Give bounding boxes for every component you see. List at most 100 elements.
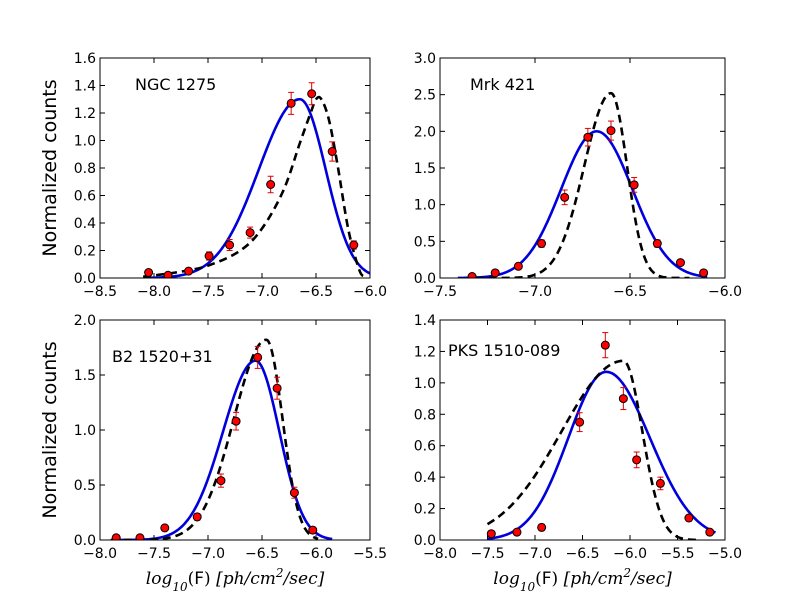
y-tick-label: 1.2: [414, 344, 436, 360]
solid-fit-curve: [487, 370, 717, 540]
data-point: [512, 527, 522, 537]
y-tick-label: 1.0: [74, 134, 96, 150]
y-tick-label: 0.5: [74, 478, 96, 494]
data-point: [349, 240, 359, 250]
panel-1: −8.5 −8.0 −7.5 −7.0 −6.5 −6.0 0.0 0.2 0.4 0.6 0.8 1…: [39, 51, 387, 300]
x-tick-label: −7.0: [191, 546, 225, 562]
panel-title: Mrk 421: [470, 75, 535, 94]
y-tick-label: 1.6: [74, 51, 96, 67]
panel-4: −8.0 −7.5 −7.0 −6.5 −6.0 −5.5 −5.0 0.0 0.2 0.4 0.6…: [414, 313, 742, 594]
x-tick-label: −7.5: [137, 546, 171, 562]
y-tick-label: 1.5: [414, 161, 436, 177]
x-tick-label: −6.5: [566, 546, 600, 562]
panel-title: B2 1520+31: [112, 347, 213, 366]
data-point: [225, 240, 235, 250]
data-point: [537, 239, 547, 249]
y-tick-label: 1.0: [414, 198, 436, 214]
x-tick-label: −8.0: [423, 546, 457, 562]
data-point: [289, 488, 299, 498]
data-point: [216, 476, 226, 486]
plot-area: [143, 82, 370, 278]
data-point: [560, 192, 570, 202]
data-point: [486, 529, 496, 539]
y-tick-label: 0.4: [414, 470, 436, 486]
x-tick-label: −6.0: [353, 284, 387, 300]
data-point: [467, 272, 477, 278]
plot-area: [110, 338, 333, 540]
y-tick-label: 0.0: [414, 533, 436, 549]
data-point: [600, 340, 610, 350]
data-point: [684, 513, 694, 523]
y-tick-label: 0.0: [74, 533, 96, 549]
data-point: [513, 261, 523, 271]
y-tick-label: 0.6: [74, 189, 96, 205]
data-point: [144, 268, 154, 277]
data-point: [537, 522, 547, 532]
data-point: [160, 523, 170, 533]
data-point: [699, 268, 709, 278]
x-tick-label: −7.0: [245, 284, 279, 300]
x-tick-label: −7.5: [191, 284, 225, 300]
data-point: [231, 416, 241, 426]
solid-fit-curve: [143, 97, 370, 278]
y-tick-label: 1.4: [414, 313, 436, 329]
data-point: [266, 180, 276, 189]
data-point: [163, 270, 173, 278]
x-tick-label: −8.0: [137, 284, 171, 300]
x-axis-label: log10(F) [ph/cm2/sec]: [146, 566, 325, 594]
x-tick-label: −7.5: [471, 546, 505, 562]
axes-frame: [99, 57, 371, 279]
plot-area: [457, 91, 709, 278]
data-point: [135, 533, 145, 540]
axes-frame: [99, 319, 371, 541]
axes-frame: [439, 57, 726, 279]
data-point: [272, 383, 282, 393]
axes-frame: [439, 319, 726, 541]
x-tick-label: −6.0: [299, 546, 333, 562]
data-point: [286, 98, 296, 108]
x-tick-label: −5.0: [708, 546, 742, 562]
data-point: [632, 455, 642, 465]
dashed-fit-curve: [110, 338, 319, 540]
data-point: [111, 533, 121, 540]
x-tick-label: −8.0: [83, 546, 117, 562]
data-point: [629, 180, 639, 190]
data-point: [655, 478, 665, 488]
x-axis-label: log10(F) [ph/cm2/sec]: [493, 566, 672, 594]
dashed-fit-curve: [143, 95, 366, 278]
y-tick-label: 0.5: [414, 234, 436, 250]
y-axis-label: Normalized counts: [39, 341, 61, 518]
y-tick-label: 0.2: [414, 502, 436, 518]
solid-fit-curve: [457, 130, 708, 278]
y-tick-label: 1.2: [74, 106, 96, 122]
y-tick-label: 1.4: [74, 79, 96, 95]
y-tick-label: 0.8: [414, 407, 436, 423]
panel-title: PKS 1510-089: [448, 341, 560, 360]
y-tick-label: 3.0: [414, 51, 436, 67]
y-tick-label: 2.5: [414, 88, 436, 104]
y-tick-label: 2.0: [74, 313, 96, 329]
data-point: [705, 527, 715, 537]
y-tick-label: 0.8: [74, 161, 96, 177]
data-point: [245, 228, 255, 238]
data-point: [204, 251, 214, 261]
dashed-fit-curve: [475, 91, 690, 278]
y-tick-label: 0.6: [414, 439, 436, 455]
data-point: [490, 268, 500, 278]
x-tick-label: −6.5: [299, 284, 333, 300]
data-point: [253, 352, 263, 362]
panel-3: −8.0 −7.5 −7.0 −6.5 −6.0 −5.5 0.0 0.5 1.0 1.5 2.0 B…: [39, 313, 387, 594]
panel-2: −7.5 −7.0 −6.5 −6.0 0.0 0.5 1.0 1.5 2.0 2.5 3.0 Mrk…: [414, 51, 742, 300]
y-tick-label: 0.4: [74, 216, 96, 232]
x-tick-label: −6.0: [708, 284, 742, 300]
y-tick-label: 1.5: [74, 368, 96, 384]
y-tick-label: 1.0: [74, 423, 96, 439]
data-point: [583, 132, 593, 142]
y-tick-label: 1.0: [414, 376, 436, 392]
data-point: [327, 147, 337, 156]
dashed-fit-curve: [486, 359, 697, 540]
x-tick-label: −8.5: [83, 284, 117, 300]
solid-fit-curve: [110, 359, 333, 540]
data-point: [575, 417, 585, 427]
